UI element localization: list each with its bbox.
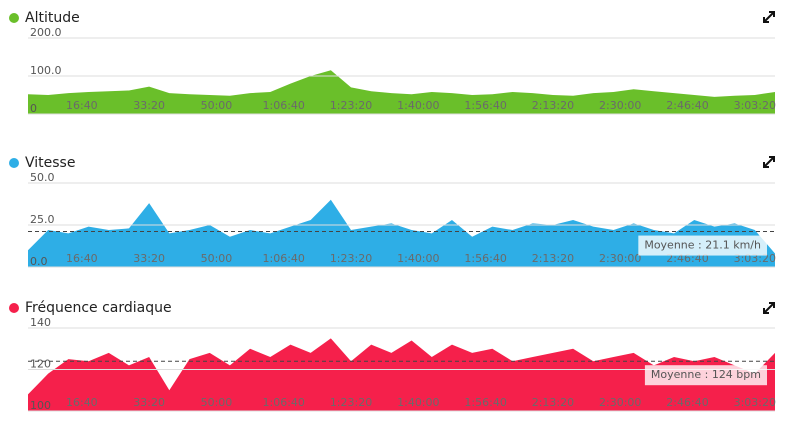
y-tick-label: 100 (30, 399, 51, 412)
x-tick-label: 1:06:40 (263, 252, 305, 265)
y-tick-label: 0.0 (30, 255, 48, 268)
x-tick-label: 2:30:00 (599, 396, 641, 409)
chart: Altitude 0 100.0 200.0 16:40 33:20 50:00 1:06:4… (9, 10, 776, 115)
average-label: Moyenne : 21.1 km/h (644, 239, 761, 252)
y-tick-label: 140 (30, 316, 51, 329)
expand-icon[interactable] (763, 11, 775, 23)
title-dot (9, 303, 19, 313)
y-tick-label: 0 (30, 102, 37, 115)
x-tick-label: 16:40 (66, 252, 98, 265)
x-tick-label: 1:23:20 (330, 252, 372, 265)
x-tick-label: 1:56:40 (464, 99, 506, 112)
x-tick-label: 3:03:20 (734, 396, 776, 409)
x-tick-label: 3:03:20 (734, 99, 776, 112)
x-tick-label: 33:20 (133, 396, 165, 409)
area (28, 70, 775, 114)
area (28, 338, 775, 411)
chart-title: Altitude (25, 10, 80, 26)
x-tick-label: 2:46:40 (666, 396, 708, 409)
chart: Vitesse 0.0 25.0 50.0 16:40 33:20 50:00 1:06:40… (9, 155, 776, 268)
x-tick-label: 2:13:20 (532, 252, 574, 265)
chart-title: Fréquence cardiaque (25, 300, 172, 316)
title-dot (9, 158, 19, 168)
average-label-bg (644, 365, 767, 386)
x-tick-label: 50:00 (201, 99, 233, 112)
x-tick-label: 1:23:20 (330, 99, 372, 112)
chart-title: Vitesse (25, 155, 75, 171)
x-tick-label: 2:13:20 (532, 99, 574, 112)
x-tick-label: 1:56:40 (464, 252, 506, 265)
x-tick-label: 50:00 (201, 396, 233, 409)
x-tick-label: 16:40 (66, 396, 98, 409)
y-tick-label: 50.0 (30, 171, 55, 184)
x-tick-label: 50:00 (201, 252, 233, 265)
average-label: Moyenne : 124 bpm (651, 368, 761, 381)
expand-icons (763, 11, 775, 314)
x-tick-label: 1:06:40 (263, 396, 305, 409)
x-tick-label: 1:56:40 (464, 396, 506, 409)
x-tick-label: 1:06:40 (263, 99, 305, 112)
y-tick-label: 100.0 (30, 64, 62, 77)
expand-icon[interactable] (763, 156, 775, 168)
x-tick-label: 1:40:00 (397, 396, 439, 409)
x-tick-label: 1:23:20 (330, 396, 372, 409)
x-tick-label: 2:13:20 (532, 396, 574, 409)
chart: Fréquence cardiaque 100 120 140 16:40 33:20 50… (9, 300, 776, 412)
x-tick-label: 2:30:00 (599, 252, 641, 265)
expand-icon[interactable] (763, 302, 775, 314)
x-tick-label: 2:30:00 (599, 99, 641, 112)
area (28, 199, 775, 267)
y-tick-label: 200.0 (30, 26, 62, 39)
average-label-bg (638, 235, 767, 256)
y-tick-label: 25.0 (30, 213, 55, 226)
x-tick-label: 1:40:00 (397, 99, 439, 112)
x-tick-label: 33:20 (133, 252, 165, 265)
x-tick-label: 33:20 (133, 99, 165, 112)
y-tick-label: 120 (30, 358, 51, 371)
x-tick-label: 16:40 (66, 99, 98, 112)
x-tick-label: 1:40:00 (397, 252, 439, 265)
x-tick-label: 2:46:40 (666, 99, 708, 112)
title-dot (9, 13, 19, 23)
